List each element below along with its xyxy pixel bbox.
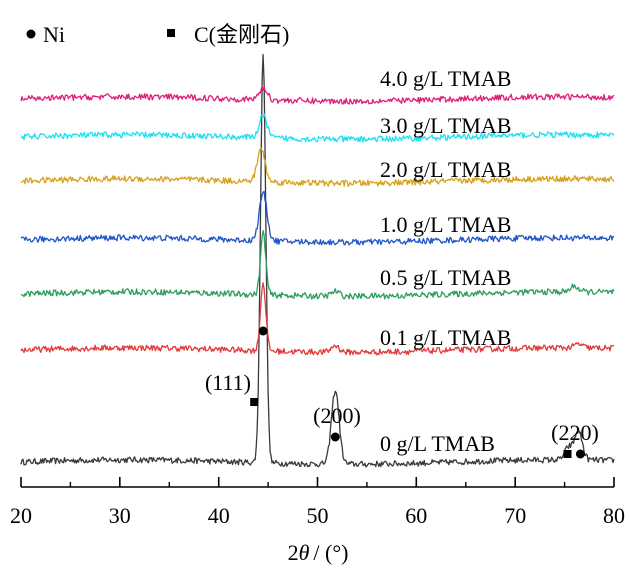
series-line <box>20 53 615 468</box>
x-tick-label: 60 <box>405 503 427 528</box>
peak-label: (200) <box>313 403 361 428</box>
ni-peak-marker <box>258 326 268 336</box>
x-tick-label: 80 <box>603 503 625 528</box>
series-label: 0.5 g/L TMAB <box>380 265 511 290</box>
chart-legend: Ni C(金刚石) <box>26 22 289 47</box>
series-line <box>20 282 615 356</box>
series-label: 4.0 g/L TMAB <box>380 66 511 91</box>
series-line <box>20 147 615 187</box>
series-layer: 0 g/L TMAB 0.1 g/L TMAB 0.5 g/L TMAB 1.0 g/… <box>20 53 615 468</box>
peak-annotations: (111) (200) (220) <box>205 326 599 459</box>
series-label: 2.0 g/L TMAB <box>380 157 511 182</box>
series-label: 0 g/L TMAB <box>380 431 495 456</box>
ni-peak-marker <box>330 432 340 442</box>
series-line <box>20 190 615 246</box>
series-label: 3.0 g/L TMAB <box>380 113 511 138</box>
legend-diamond-marker <box>167 29 175 37</box>
legend-diamond-label: C(金刚石) <box>194 22 289 47</box>
x-axis-label: 2θ / (°) <box>288 540 349 565</box>
x-tick-label: 20 <box>10 503 32 528</box>
x-axis: 20 30 40 50 60 70 80 <box>10 477 625 528</box>
peak-label: (220) <box>551 420 599 445</box>
diamond-peak-marker <box>563 450 572 458</box>
x-tick-label: 70 <box>504 503 526 528</box>
x-tick-label: 40 <box>208 503 230 528</box>
ni-peak-marker <box>575 449 585 459</box>
peak-label: (111) <box>205 370 251 395</box>
x-tick-label: 50 <box>307 503 329 528</box>
series-label: 0.1 g/L TMAB <box>380 325 511 350</box>
diamond-peak-marker <box>250 398 259 406</box>
legend-ni-marker <box>26 29 36 39</box>
legend-ni-label: Ni <box>43 22 65 47</box>
series-line <box>20 230 615 300</box>
x-tick-label: 30 <box>109 503 131 528</box>
series-line <box>20 113 615 143</box>
series-line <box>20 85 615 105</box>
series-label: 1.0 g/L TMAB <box>380 212 511 237</box>
